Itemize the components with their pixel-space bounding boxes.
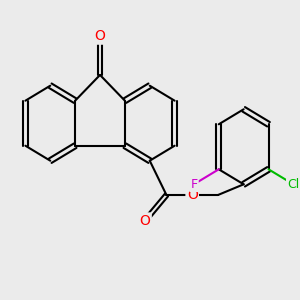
Text: O: O [94,29,105,44]
Text: O: O [187,188,198,202]
Text: O: O [140,214,151,228]
Text: F: F [190,178,197,191]
Text: Cl: Cl [287,178,299,191]
